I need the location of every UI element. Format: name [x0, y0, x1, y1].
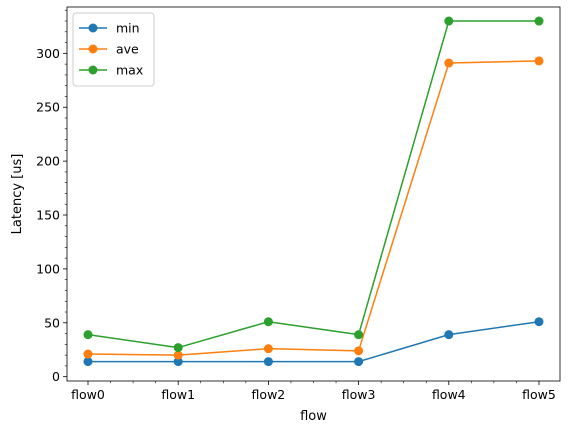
data-point-max-4: [444, 17, 453, 26]
legend-marker-min: [89, 24, 98, 33]
data-point-ave-4: [444, 59, 453, 68]
data-point-max-5: [535, 17, 544, 26]
data-point-ave-5: [535, 56, 544, 65]
y-tick-label-3: 150: [36, 208, 60, 223]
y-tick-label-4: 200: [36, 154, 60, 169]
legend: min ave max: [73, 13, 154, 86]
data-point-ave-0: [84, 350, 93, 359]
legend-marker-max: [89, 66, 98, 75]
x-tick-label-5: flow5: [522, 387, 556, 402]
data-point-max-0: [84, 330, 93, 339]
x-tick-label-0: flow0: [71, 387, 105, 402]
legend-label-ave: ave: [116, 42, 139, 57]
data-point-min-3: [354, 357, 363, 366]
data-point-min-4: [444, 330, 453, 339]
y-tick-label-6: 300: [36, 46, 60, 61]
x-tick-label-1: flow1: [161, 387, 195, 402]
x-tick-label-2: flow2: [252, 387, 286, 402]
legend-label-max: max: [116, 63, 143, 78]
y-tick-label-0: 0: [52, 369, 60, 384]
data-point-min-2: [264, 357, 273, 366]
x-axis-label: flow: [300, 409, 327, 424]
data-point-min-5: [535, 317, 544, 326]
legend-label-min: min: [116, 21, 140, 36]
x-tick-label-3: flow3: [342, 387, 376, 402]
legend-marker-ave: [89, 45, 98, 54]
data-point-ave-3: [354, 346, 363, 355]
y-axis-label: Latency [us]: [10, 154, 25, 235]
data-point-max-3: [354, 330, 363, 339]
x-tick-label-4: flow4: [432, 387, 466, 402]
y-tick-label-5: 250: [36, 100, 60, 115]
data-point-max-1: [174, 343, 183, 352]
y-tick-label-2: 100: [36, 261, 60, 276]
data-point-ave-2: [264, 344, 273, 353]
data-point-max-2: [264, 317, 273, 326]
y-tick-label-1: 50: [44, 315, 60, 330]
